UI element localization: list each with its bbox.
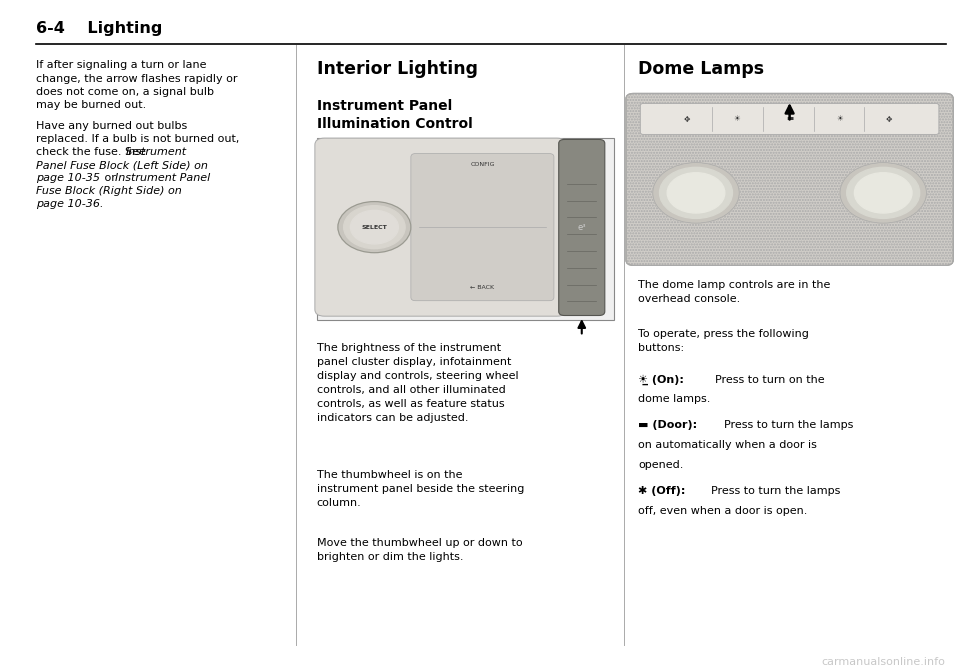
Circle shape <box>660 167 732 218</box>
Text: ▬: ▬ <box>786 114 793 124</box>
FancyBboxPatch shape <box>559 140 605 316</box>
Text: Dome Lamps: Dome Lamps <box>638 60 764 79</box>
Text: Press to turn the lamps: Press to turn the lamps <box>704 486 840 496</box>
Text: e³: e³ <box>578 223 586 232</box>
Text: ▬ (Door):: ▬ (Door): <box>638 421 698 431</box>
Text: ☀: ☀ <box>733 114 740 124</box>
Text: page 10-35: page 10-35 <box>36 173 101 183</box>
Text: Press to turn the lamps: Press to turn the lamps <box>717 421 853 431</box>
Text: 6-4    Lighting: 6-4 Lighting <box>36 21 163 36</box>
Text: Press to turn on the: Press to turn on the <box>708 374 825 384</box>
Text: opened.: opened. <box>638 460 684 470</box>
FancyBboxPatch shape <box>640 103 939 134</box>
Text: SELECT: SELECT <box>362 224 387 230</box>
Text: replaced. If a bulb is not burned out,: replaced. If a bulb is not burned out, <box>36 134 240 144</box>
Text: does not come on, a signal bulb: does not come on, a signal bulb <box>36 87 214 97</box>
Text: Move the thumbwheel up or down to
brighten or dim the lights.: Move the thumbwheel up or down to bright… <box>317 538 522 562</box>
Circle shape <box>854 173 912 213</box>
Text: check the fuse. See: check the fuse. See <box>36 147 150 157</box>
Text: may be burned out.: may be burned out. <box>36 99 147 110</box>
Text: Illumination Control: Illumination Control <box>317 117 472 131</box>
Text: Have any burned out bulbs: Have any burned out bulbs <box>36 121 188 131</box>
Text: To operate, press the following
buttons:: To operate, press the following buttons: <box>638 329 809 353</box>
Text: change, the arrow flashes rapidly or: change, the arrow flashes rapidly or <box>36 73 238 83</box>
Text: on automatically when a door is: on automatically when a door is <box>638 440 817 450</box>
Text: or: or <box>101 173 119 183</box>
Text: ✥: ✥ <box>684 114 690 124</box>
Text: ☀: ☀ <box>836 114 843 124</box>
Circle shape <box>840 163 926 223</box>
FancyBboxPatch shape <box>411 154 554 301</box>
Circle shape <box>344 206 405 249</box>
Text: dome lamps.: dome lamps. <box>638 394 710 405</box>
Text: Instrument Panel: Instrument Panel <box>115 173 210 183</box>
Text: ✥: ✥ <box>886 114 893 124</box>
FancyBboxPatch shape <box>626 93 953 265</box>
Text: carmanualsonline.info: carmanualsonline.info <box>822 657 946 667</box>
Circle shape <box>667 173 725 213</box>
Text: Panel Fuse Block (Left Side) on: Panel Fuse Block (Left Side) on <box>36 160 208 170</box>
Text: ← BACK: ← BACK <box>470 285 494 290</box>
Circle shape <box>350 210 398 244</box>
Text: Fuse Block (Right Side) on: Fuse Block (Right Side) on <box>36 186 182 196</box>
FancyBboxPatch shape <box>315 138 566 317</box>
Text: CONFIG: CONFIG <box>470 163 494 167</box>
Text: The thumbwheel is on the
instrument panel beside the steering
column.: The thumbwheel is on the instrument pane… <box>317 470 524 508</box>
Text: Interior Lighting: Interior Lighting <box>317 60 478 79</box>
Circle shape <box>653 163 739 223</box>
Text: The dome lamp controls are in the
overhead console.: The dome lamp controls are in the overhe… <box>638 280 830 304</box>
Text: ☀̲ (On):: ☀̲ (On): <box>638 374 684 385</box>
FancyBboxPatch shape <box>317 138 614 320</box>
Text: Instrument Panel: Instrument Panel <box>317 99 452 113</box>
Text: ✱ (Off):: ✱ (Off): <box>638 486 685 496</box>
Circle shape <box>847 167 920 218</box>
Text: The brightness of the instrument
panel cluster display, infotainment
display and: The brightness of the instrument panel c… <box>317 343 518 423</box>
Text: page 10-36.: page 10-36. <box>36 200 104 210</box>
Text: Instrument: Instrument <box>126 147 187 157</box>
Text: If after signaling a turn or lane: If after signaling a turn or lane <box>36 60 207 71</box>
Text: off, even when a door is open.: off, even when a door is open. <box>638 505 807 515</box>
Circle shape <box>338 202 411 253</box>
